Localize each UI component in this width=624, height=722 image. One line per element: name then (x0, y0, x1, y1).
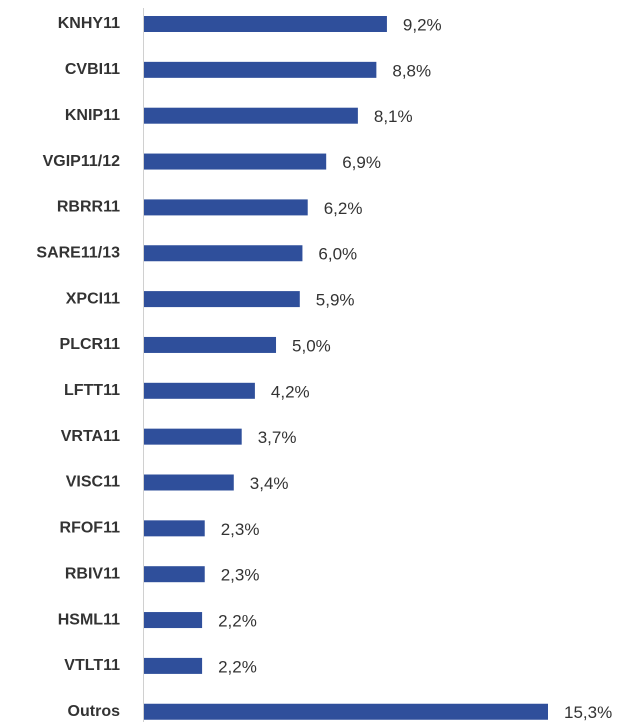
value-label: 2,3% (221, 520, 260, 539)
value-label: 8,1% (374, 107, 413, 126)
bar (144, 382, 255, 399)
bar (144, 612, 203, 629)
category-label: KNIP11 (65, 107, 120, 124)
value-label: 6,0% (318, 245, 357, 264)
value-label: 6,9% (342, 153, 381, 172)
value-label: 6,2% (324, 199, 363, 218)
category-label: Outros (68, 703, 121, 720)
value-label: 5,0% (292, 336, 331, 355)
value-label: 2,2% (218, 657, 257, 676)
bar (144, 245, 303, 262)
bar (144, 16, 387, 32)
bar (144, 520, 205, 537)
category-label: RBRR11 (57, 199, 120, 216)
value-label: 2,3% (221, 566, 260, 585)
value-label: 2,2% (218, 612, 257, 631)
bar (144, 474, 234, 491)
category-label: KNHY11 (58, 15, 120, 32)
category-label: LFTT11 (64, 382, 120, 399)
category-label: VTLT11 (64, 657, 120, 674)
bar (144, 61, 377, 78)
value-label: 3,7% (258, 428, 297, 447)
bar (144, 291, 300, 308)
bar (144, 336, 277, 353)
category-label: VRTA11 (61, 428, 120, 445)
category-label: RFOF11 (60, 520, 121, 537)
category-label: RBIV11 (65, 565, 120, 582)
category-label: SARE11/13 (36, 244, 120, 261)
bar (144, 153, 327, 170)
value-label: 4,2% (271, 382, 310, 401)
category-label: VGIP11/12 (43, 153, 120, 170)
value-label: 9,2% (403, 15, 442, 34)
value-label: 3,4% (250, 474, 289, 493)
category-label: CVBI11 (65, 61, 120, 78)
category-label: HSML11 (58, 611, 120, 628)
category-label: XPCI11 (66, 290, 120, 307)
bar (144, 428, 242, 445)
category-label: PLCR11 (60, 336, 121, 353)
value-label: 5,9% (316, 291, 355, 310)
bar (144, 703, 548, 720)
bar (144, 107, 358, 124)
bar (144, 566, 205, 583)
category-label: VISC11 (66, 474, 120, 491)
value-label: 15,3% (564, 703, 612, 722)
bar (144, 657, 203, 674)
bar (144, 199, 308, 216)
value-label: 8,8% (392, 61, 431, 80)
